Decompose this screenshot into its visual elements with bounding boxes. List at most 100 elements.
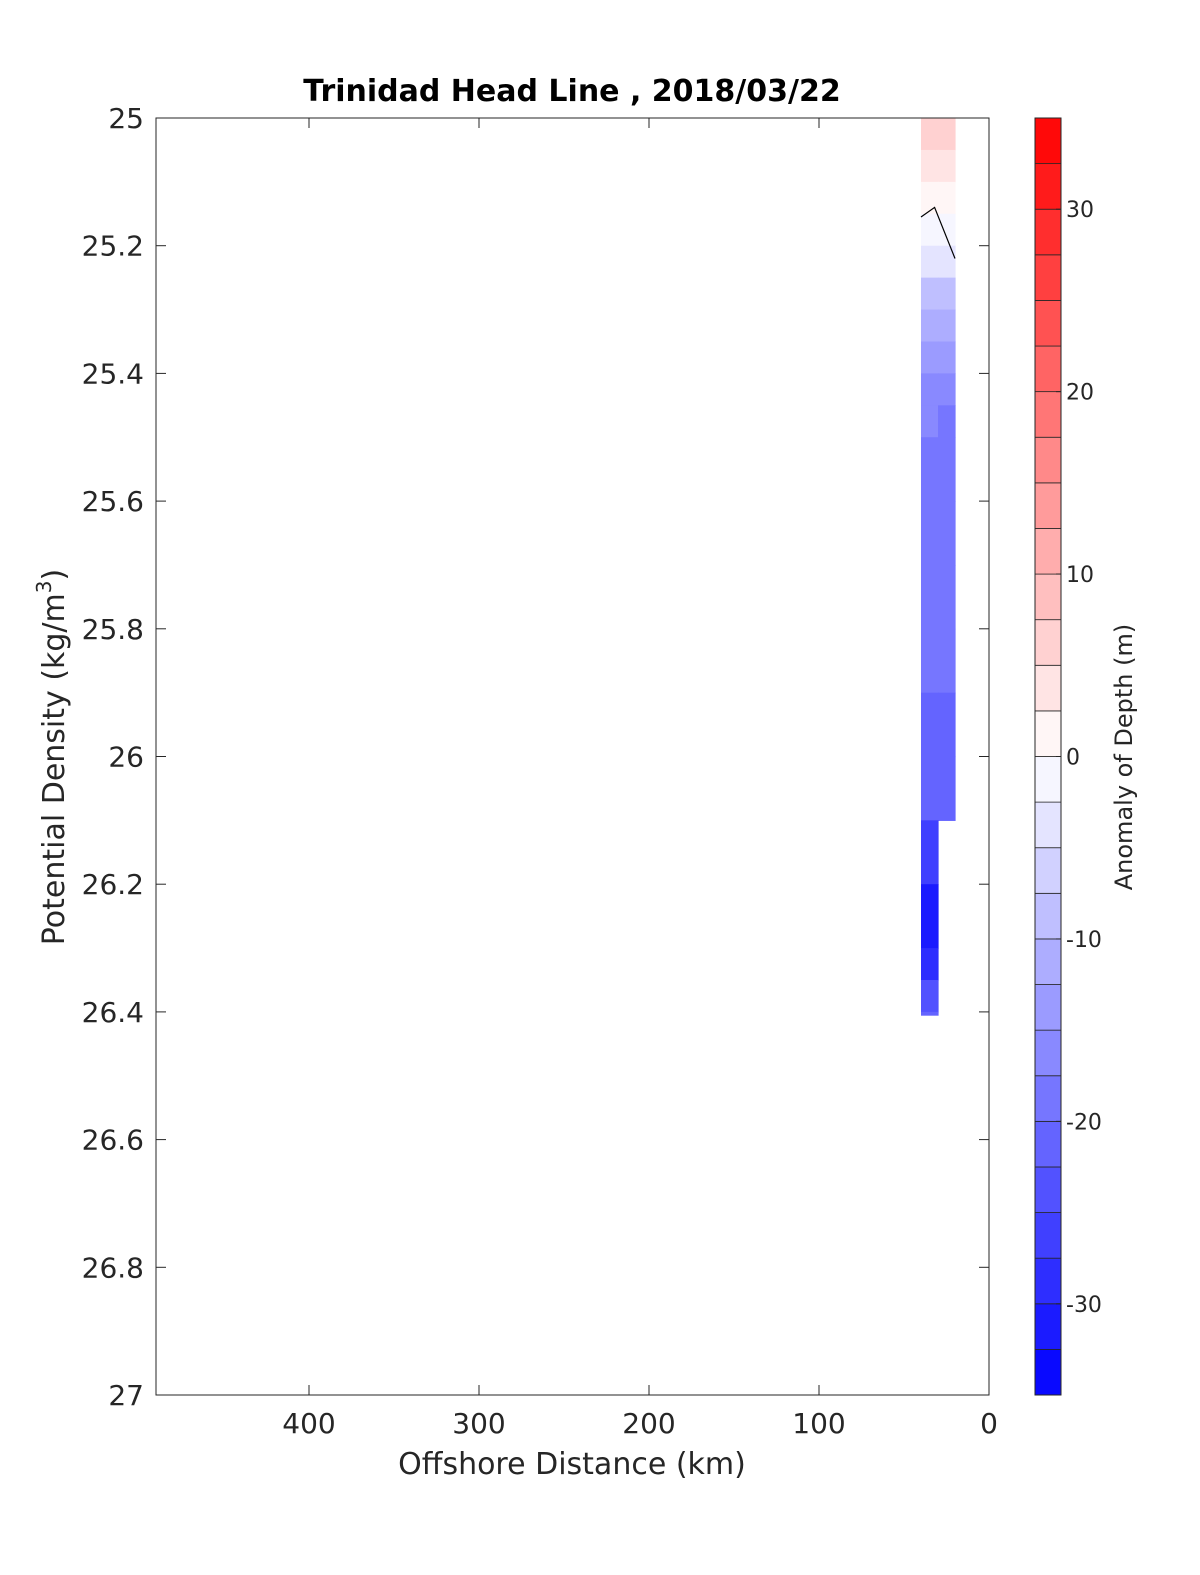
y-axis-label-superscript: 3	[32, 580, 56, 593]
field-cell	[938, 277, 956, 311]
field-cell	[938, 628, 956, 694]
field-cell	[921, 979, 939, 1013]
colorbar-label: Anomaly of Depth (m)	[1110, 624, 1138, 891]
x-tick-label: 300	[452, 1407, 505, 1440]
colorbar-segment	[1034, 938, 1062, 985]
colorbar-segment	[1034, 1166, 1062, 1213]
field-cell	[921, 501, 939, 566]
colorbar	[1034, 117, 1062, 1396]
field-cell	[938, 213, 956, 247]
field-cell	[921, 437, 939, 502]
colorbar-segment	[1034, 254, 1062, 301]
field-cell	[938, 756, 956, 821]
field-cell	[921, 948, 939, 981]
y-tick-label: 26.8	[82, 1251, 144, 1284]
colorbar-segment	[1034, 1257, 1062, 1305]
colorbar-segment	[1034, 163, 1062, 210]
field-cell	[938, 149, 956, 183]
y-tick-label: 26	[108, 741, 144, 774]
colorbar-segment	[1034, 847, 1062, 894]
plot-area-background	[156, 118, 989, 1395]
colorbar-segment	[1034, 664, 1062, 712]
colorbar-segment	[1034, 984, 1062, 1031]
y-axis-label-close: )	[37, 569, 72, 581]
field-cell	[938, 181, 956, 215]
field-cell	[938, 373, 956, 406]
colorbar-segment	[1034, 208, 1062, 256]
colorbar-tick-label: 20	[1066, 381, 1094, 406]
y-tick-label: 25	[108, 102, 144, 135]
field-cell	[921, 277, 939, 311]
y-tick-label: 26.4	[82, 996, 144, 1029]
y-tick-label: 25.4	[82, 357, 144, 390]
colorbar-tick-label: -20	[1066, 1110, 1102, 1135]
field-cell	[938, 341, 956, 374]
anomaly-field	[921, 118, 956, 1016]
x-tick-labels: 400 300 200 100 0	[282, 1407, 998, 1440]
field-cell	[938, 437, 956, 502]
colorbar-segment	[1034, 801, 1062, 849]
colorbar-tick-label: -30	[1066, 1293, 1102, 1318]
colorbar-segment	[1034, 1303, 1062, 1350]
field-cell	[921, 405, 939, 438]
y-tick-label: 26.2	[82, 868, 144, 901]
colorbar-segment	[1034, 619, 1062, 666]
field-cell	[921, 309, 939, 343]
colorbar-segment	[1034, 573, 1062, 621]
y-axis-label-main: Potential Density (kg/m	[37, 593, 72, 945]
colorbar-tick-labels: 30 20 10 0 -10 -20 -30	[1056, 198, 1102, 1318]
field-cell	[921, 149, 939, 183]
y-tick-label: 26.6	[82, 1124, 144, 1157]
x-axis-label: Offshore Distance (km)	[398, 1447, 746, 1482]
field-cell	[921, 756, 939, 821]
field-cell	[921, 564, 939, 630]
field-cell	[921, 245, 939, 279]
zero-contour-line	[920, 206, 956, 259]
field-cell	[921, 373, 939, 406]
colorbar-segment	[1034, 756, 1062, 803]
colorbar-segment	[1034, 482, 1062, 529]
colorbar-segment	[1034, 391, 1062, 438]
x-tick-label: 400	[282, 1407, 335, 1440]
x-tick-label: 100	[792, 1407, 845, 1440]
colorbar-segment	[1034, 1029, 1062, 1077]
colorbar-tick-label: -10	[1066, 928, 1102, 953]
field-cell	[938, 118, 956, 151]
colorbar-tick-label: 30	[1066, 198, 1094, 223]
y-tick-label: 25.2	[82, 230, 144, 263]
field-cell	[938, 405, 956, 438]
field-cell	[921, 628, 939, 694]
colorbar-segment	[1034, 710, 1062, 757]
field-cell	[921, 1011, 939, 1016]
field-cell	[921, 820, 939, 885]
colorbar-segment	[1034, 1075, 1062, 1122]
zero-contour-layer	[920, 206, 956, 259]
field-cell	[938, 564, 956, 630]
colorbar-segment	[1034, 892, 1062, 940]
field-cell	[921, 884, 939, 949]
chart-title: Trinidad Head Line , 2018/03/22	[303, 74, 840, 109]
y-tick-labels: 25 25.2 25.4 25.6 25.8 26 26.2 26.4 26.6 26.8 27	[82, 102, 144, 1412]
field-cell	[921, 692, 939, 758]
colorbar-segment	[1034, 117, 1062, 165]
field-cell	[921, 181, 939, 215]
x-tick-label: 200	[622, 1407, 675, 1440]
colorbar-tick-label: 0	[1066, 746, 1080, 771]
field-cell	[921, 341, 939, 374]
y-axis-label: Potential Density (kg/m3)	[32, 569, 72, 945]
colorbar-tick-label: 10	[1066, 563, 1094, 588]
colorbar-segment	[1034, 436, 1062, 484]
field-cell	[938, 501, 956, 566]
y-tick-label: 27	[108, 1379, 144, 1412]
y-tick-label: 25.6	[82, 485, 144, 518]
plot-frame	[155, 117, 990, 1396]
y-tick-label: 25.8	[82, 613, 144, 646]
field-cell	[921, 213, 939, 247]
colorbar-segment	[1034, 345, 1062, 393]
colorbar-segment	[1034, 528, 1062, 575]
field-cell	[938, 245, 956, 279]
colorbar-segment	[1034, 1212, 1062, 1259]
colorbar-segment	[1034, 300, 1062, 347]
colorbar-segment	[1034, 1120, 1062, 1168]
